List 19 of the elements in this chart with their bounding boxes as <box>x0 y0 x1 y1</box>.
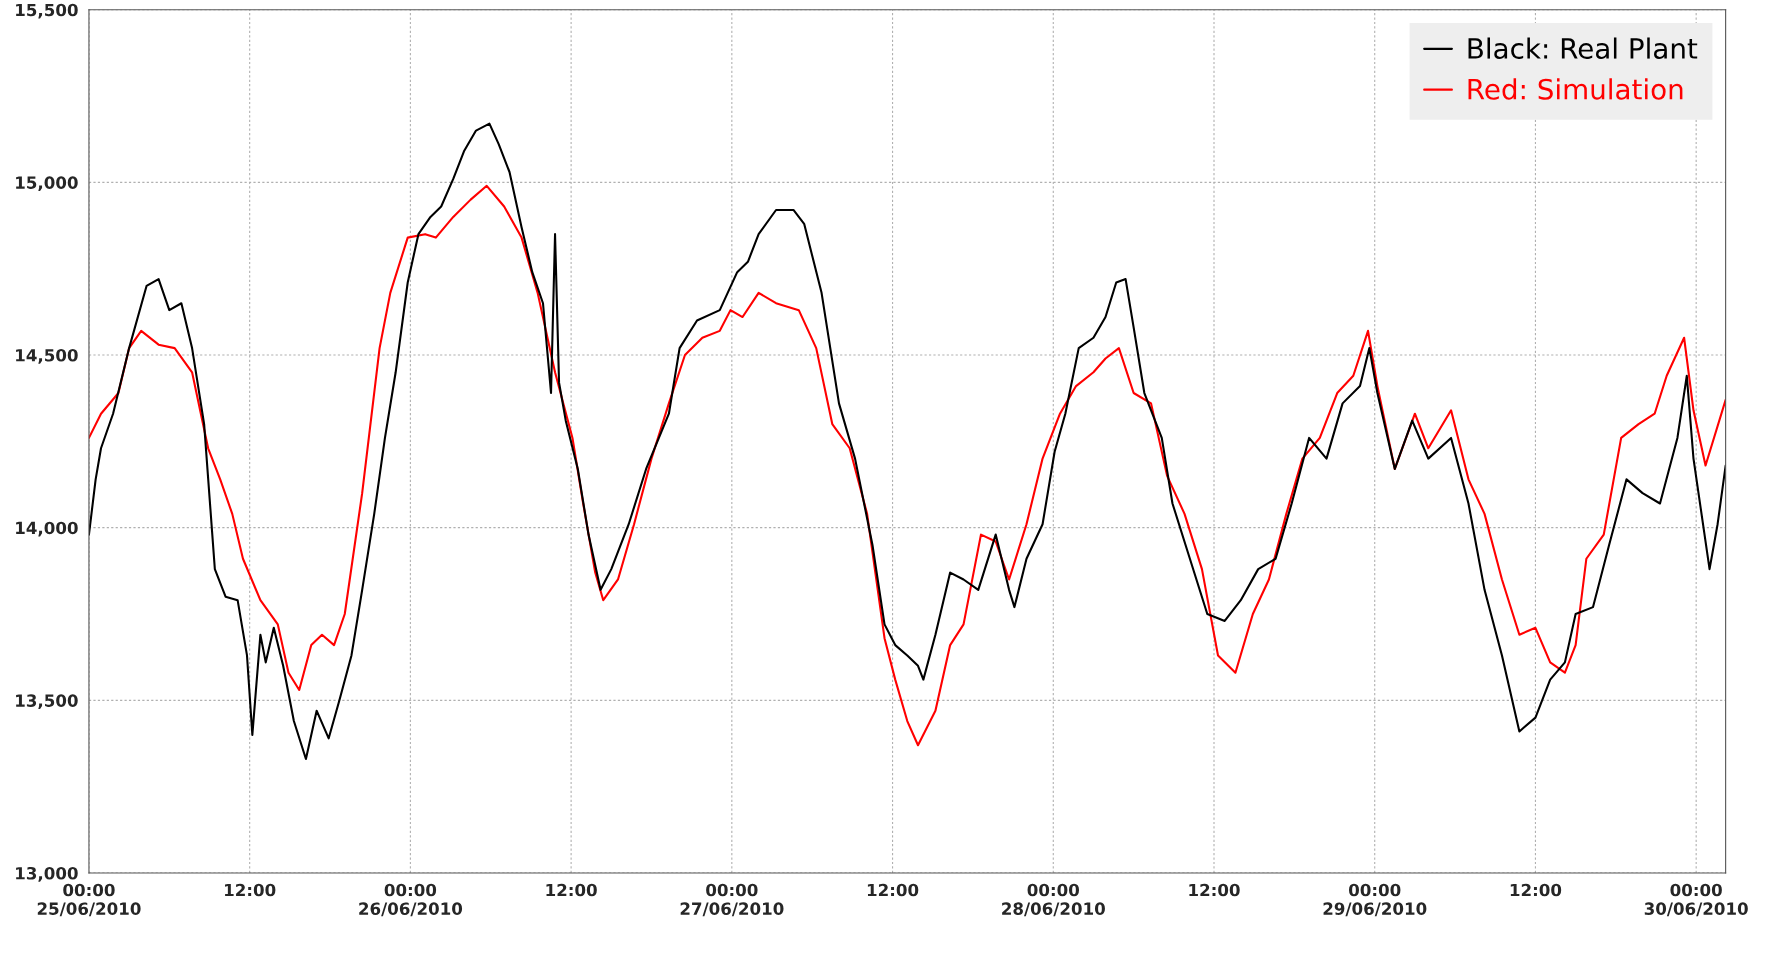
x-tick-label: 12:00 <box>546 883 597 897</box>
y-tick-label: 13,000 <box>16 866 78 882</box>
x-tick-label: 00:00 25/06/2010 <box>37 883 141 917</box>
x-tick-label: 12:00 <box>225 883 276 897</box>
x-tick-label: 00:00 29/06/2010 <box>1323 883 1427 917</box>
y-tick-label: 15,000 <box>16 176 78 192</box>
legend-label: Black: Real Plant <box>1468 37 1698 59</box>
x-tick-label: 00:00 28/06/2010 <box>1002 883 1105 917</box>
y-tick-label: 15,500 <box>16 3 78 19</box>
x-tick-label: 12:00 <box>867 883 919 897</box>
x-tick-label: 12:00 <box>1189 883 1240 897</box>
x-tick-label: 00:00 26/06/2010 <box>359 883 463 917</box>
legend-label: Red: Simulation <box>1468 78 1683 100</box>
y-tick-label: 13,500 <box>16 694 78 710</box>
x-tick-label: 00:00 27/06/2010 <box>680 883 784 917</box>
y-tick-label: 14,000 <box>16 521 78 537</box>
x-tick-label: 12:00 <box>1510 883 1562 897</box>
x-tick-label: 00:00 30/06/2010 <box>1644 883 1748 917</box>
y-tick-label: 14,500 <box>16 348 78 364</box>
